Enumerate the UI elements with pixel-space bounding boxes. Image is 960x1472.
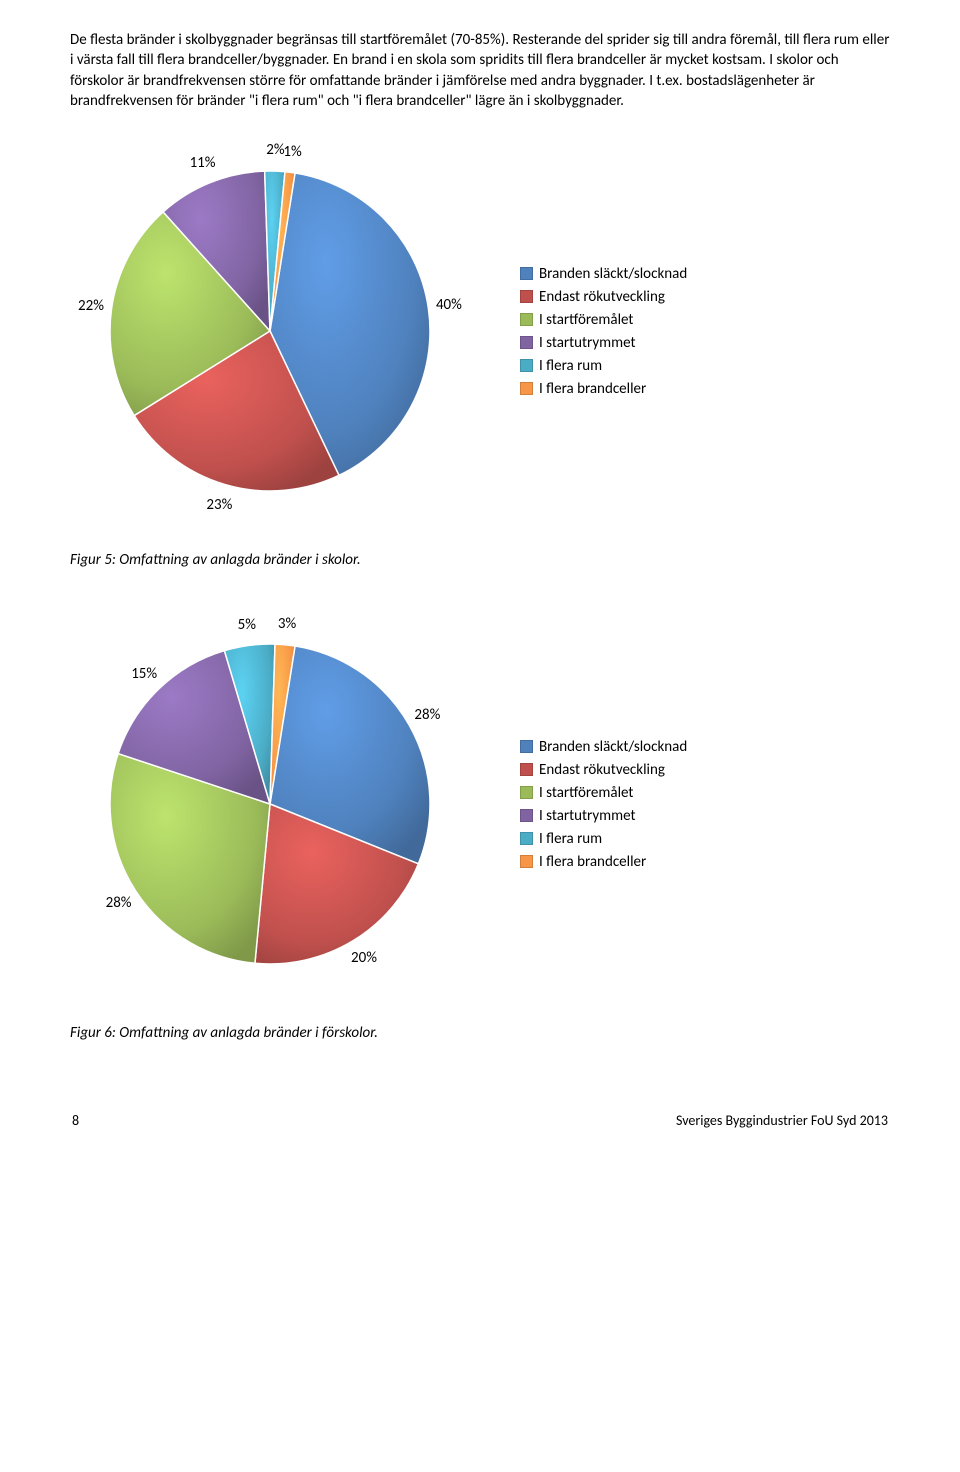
chart-2-section: 28% 20% 28% 15% 5% 3% Branden släckt/slocknad… [70,614,890,1042]
chart-1-legend: Branden släckt/slocknad Endast rökutveckl… [520,260,687,403]
footer-right: Sveriges Byggindustrier FoU Syd 2013 [676,1112,888,1129]
legend-swatch [520,786,533,799]
legend-swatch [520,336,533,349]
intro-paragraph: De flesta bränder i skolbyggnader begrän… [70,30,890,111]
page-footer: 8 Sveriges Byggindustrier FoU Syd 2013 [70,1112,890,1129]
legend-item: Endast rökutveckling [520,761,687,779]
slice-label: 40% [436,296,462,314]
legend-item: I flera brandceller [520,380,687,398]
legend-label: I flera brandceller [539,853,646,871]
legend-swatch [520,313,533,326]
legend-label: Branden släckt/slocknad [539,265,687,283]
slice-label: 1% [283,143,301,161]
slice-label: 11% [190,154,216,172]
legend-item: I flera rum [520,830,687,848]
slice-label: 28% [106,894,132,912]
chart-1-pie: 40% 23% 22% 11% 2%1% [80,141,460,521]
chart-2-legend: Branden släckt/slocknad Endast rökutveckl… [520,733,687,876]
legend-swatch [520,359,533,372]
legend-item: Branden släckt/slocknad [520,738,687,756]
legend-label: Endast rökutveckling [539,288,665,306]
legend-label: I startföremålet [539,784,633,802]
legend-item: I startföremålet [520,311,687,329]
slice-label: 22% [78,297,104,315]
legend-label: I flera rum [539,830,602,848]
chart-1-caption: Figur 5: Omfattning av anlagda bränder i… [70,551,890,569]
legend-swatch [520,290,533,303]
chart-2-caption: Figur 6: Omfattning av anlagda bränder i… [70,1024,890,1042]
chart-1-section: 40% 23% 22% 11% 2%1% Branden släckt/slocknad… [70,141,890,569]
slice-label: 2% [266,141,284,159]
legend-label: I startutrymmet [539,807,636,825]
slice-label: 23% [206,496,232,514]
legend-swatch [520,855,533,868]
legend-swatch [520,740,533,753]
legend-label: Branden släckt/slocknad [539,738,687,756]
page-number: 8 [72,1112,79,1129]
legend-label: I startföremålet [539,311,633,329]
legend-item: I startutrymmet [520,807,687,825]
chart-2-pie: 28% 20% 28% 15% 5% 3% [80,614,460,994]
legend-swatch [520,382,533,395]
legend-item: I startutrymmet [520,334,687,352]
slice-label: 20% [351,949,377,967]
legend-item: I flera rum [520,357,687,375]
slice-label: 3% [278,615,296,633]
legend-label: I flera rum [539,357,602,375]
legend-swatch [520,832,533,845]
legend-swatch [520,809,533,822]
legend-item: Branden släckt/slocknad [520,265,687,283]
legend-item: Endast rökutveckling [520,288,687,306]
slice-label: 28% [414,706,440,724]
legend-item: I startföremålet [520,784,687,802]
legend-swatch [520,763,533,776]
slice-label: 5% [238,616,256,634]
slice-label: 15% [131,665,157,683]
legend-item: I flera brandceller [520,853,687,871]
legend-label: I startutrymmet [539,334,636,352]
legend-label: Endast rökutveckling [539,761,665,779]
legend-swatch [520,267,533,280]
legend-label: I flera brandceller [539,380,646,398]
